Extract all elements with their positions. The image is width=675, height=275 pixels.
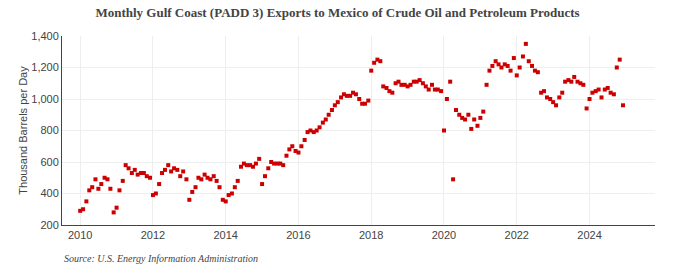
svg-text:200: 200	[40, 219, 58, 231]
svg-text:600: 600	[40, 156, 58, 168]
svg-text:2014: 2014	[213, 229, 237, 241]
svg-text:1,400: 1,400	[31, 30, 59, 42]
svg-text:2018: 2018	[359, 229, 383, 241]
svg-text:1,200: 1,200	[31, 61, 59, 73]
svg-text:2024: 2024	[577, 229, 601, 241]
svg-text:2020: 2020	[432, 229, 456, 241]
svg-text:400: 400	[40, 187, 58, 199]
svg-text:2010: 2010	[68, 229, 92, 241]
svg-text:2022: 2022	[505, 229, 529, 241]
svg-text:2016: 2016	[286, 229, 310, 241]
svg-text:Monthly Gulf Coast (PADD 3) Ex: Monthly Gulf Coast (PADD 3) Exports to M…	[95, 5, 579, 20]
svg-text:1,000: 1,000	[31, 93, 59, 105]
svg-text:2012: 2012	[141, 229, 165, 241]
svg-text:Thousand Barrels per Day: Thousand Barrels per Day	[17, 66, 29, 195]
svg-text:800: 800	[40, 124, 58, 136]
svg-text:Source: U.S. Energy Informatio: Source: U.S. Energy Information Administ…	[64, 253, 258, 264]
